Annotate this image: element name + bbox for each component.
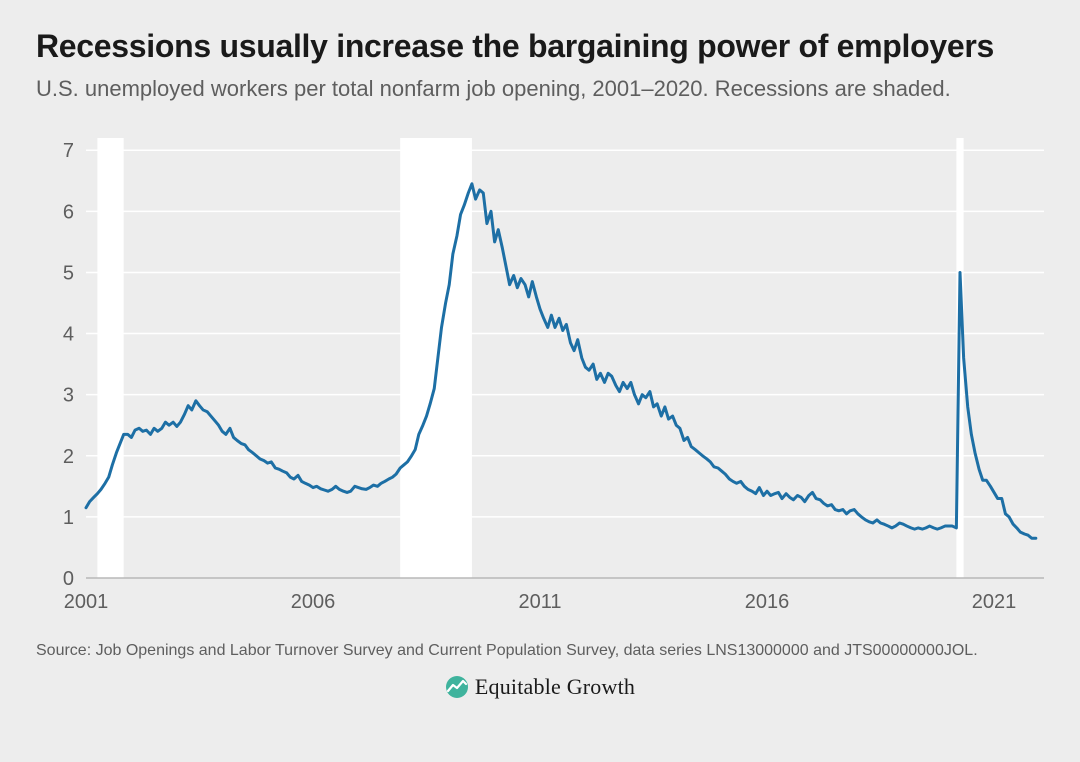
svg-text:7: 7 [63, 140, 74, 162]
svg-text:2001: 2001 [64, 591, 109, 613]
svg-text:6: 6 [63, 201, 74, 223]
line-chart: 0 1 2 3 4 5 6 7 2001 2006 2011 2016 2021 [36, 128, 1044, 618]
svg-text:2006: 2006 [291, 591, 336, 613]
source-text: Source: Job Openings and Labor Turnover … [36, 642, 1044, 660]
chart-title: Recessions usually increase the bargaini… [36, 28, 1044, 65]
chart-area: 0 1 2 3 4 5 6 7 2001 2006 2011 2016 2021 [36, 128, 1044, 618]
svg-text:1: 1 [63, 506, 74, 528]
svg-text:3: 3 [63, 384, 74, 406]
svg-text:2021: 2021 [972, 591, 1017, 613]
equitable-growth-icon [445, 675, 469, 699]
svg-text:2011: 2011 [519, 591, 562, 613]
svg-text:2016: 2016 [745, 591, 790, 613]
svg-text:5: 5 [63, 262, 74, 284]
svg-text:4: 4 [63, 323, 74, 345]
svg-text:2: 2 [63, 445, 74, 467]
chart-subtitle: U.S. unemployed workers per total nonfar… [36, 75, 1044, 104]
footer-logo-text: Equitable Growth [475, 674, 635, 700]
footer-logo: Equitable Growth [36, 674, 1044, 700]
svg-text:0: 0 [63, 568, 74, 590]
